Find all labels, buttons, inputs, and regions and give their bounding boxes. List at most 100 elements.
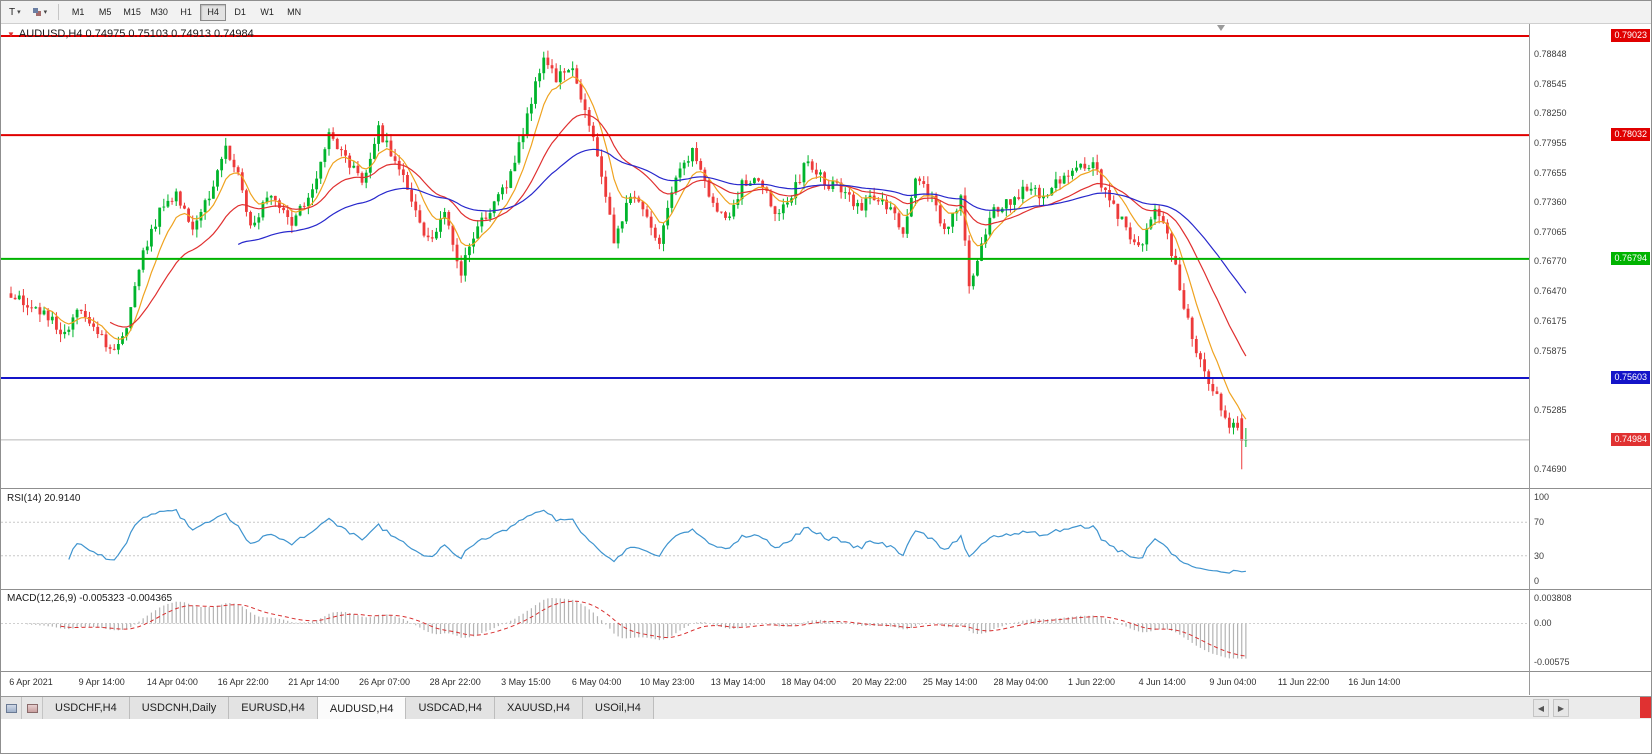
macd-scale-label: 0.003808 <box>1534 593 1572 603</box>
axis-separator <box>1 671 1651 672</box>
rsi-scale-label: 30 <box>1534 550 1545 561</box>
objects-icon <box>32 7 38 13</box>
price-scale-label: 0.75875 <box>1534 345 1567 356</box>
macd-signal-line <box>60 600 1246 657</box>
hline-price-badge: 0.75603 <box>1611 371 1650 384</box>
time-axis-label: 25 May 14:00 <box>922 677 978 687</box>
timeframe-d1-button[interactable]: D1 <box>227 4 253 21</box>
chart-shift-marker[interactable] <box>1217 25 1225 31</box>
price-scale-label: 0.78848 <box>1534 48 1567 59</box>
macd-label: MACD(12,26,9) -0.005323 -0.004365 <box>7 593 173 604</box>
price-scale-label: 0.75285 <box>1534 404 1567 415</box>
chart-templates-button[interactable]: T ▾ <box>4 3 26 21</box>
price-scale-label: 0.78545 <box>1534 78 1567 89</box>
tabs-scroll-right-button[interactable]: ▶ <box>1553 699 1569 717</box>
macd-scale-label: -0.00575 <box>1534 657 1570 667</box>
price-scale-label: 0.76175 <box>1534 315 1567 326</box>
time-axis-label: 6 May 04:00 <box>571 677 622 687</box>
time-axis-label: 21 Apr 14:00 <box>288 677 340 687</box>
caret-down-icon: ▾ <box>17 9 21 16</box>
hline-price-badge: 0.78032 <box>1611 128 1650 142</box>
panel-separator[interactable] <box>1 488 1651 489</box>
current-price-badge: 0.74984 <box>1611 432 1650 446</box>
horizontal-lines <box>1 35 1529 441</box>
tab-usdcnh-daily[interactable]: USDCNH,Daily <box>129 697 230 719</box>
price-scale-label: 0.76770 <box>1534 256 1567 267</box>
price-scale-label: 0.77655 <box>1534 167 1567 178</box>
time-axis-label: 16 Apr 22:00 <box>217 677 269 687</box>
timeframe-m15-button[interactable]: M15 <box>119 4 145 21</box>
price-down-icon: ▼ <box>7 29 15 39</box>
chart-title-text: AUDUSD,H4 0.74975 0.75103 0.74913 0.7498… <box>18 28 254 40</box>
hline-price-badge: 0.79023 <box>1611 29 1650 42</box>
price-scale-label: 0.77955 <box>1534 137 1567 148</box>
time-axis-label: 26 Apr 07:00 <box>358 677 411 687</box>
chart-objects-button[interactable]: ▾ <box>28 3 53 21</box>
tabs-scroll-left-button[interactable]: ◀ <box>1533 699 1549 717</box>
time-axis-label: 6 Apr 2021 <box>9 677 53 687</box>
macd-scale-label: 0.00 <box>1534 618 1552 629</box>
templates-label: T <box>9 6 16 18</box>
time-axis-label: 4 Jun 14:00 <box>1138 677 1186 687</box>
time-axis-label: 20 May 22:00 <box>852 677 907 687</box>
price-scale-label: 0.74690 <box>1534 464 1567 475</box>
timeframe-mn-button[interactable]: MN <box>281 4 307 21</box>
price-scale-label: 0.78250 <box>1534 108 1567 119</box>
toolbar-separator <box>58 4 60 20</box>
new-chart-button[interactable] <box>22 697 43 719</box>
rsi-scale-label: 70 <box>1534 517 1545 528</box>
window-icon <box>5 703 17 713</box>
top-toolbar: T ▾ ▾ M1 M5 M15 M30 H1 H4 D1 W1 MN <box>1 1 1651 24</box>
chart-tabs: USDCHF,H4 USDCNH,Daily EURUSD,H4 AUDUSD,H4 U… <box>43 697 654 719</box>
caret-down-icon: ▾ <box>43 9 48 16</box>
tab-audusd-h4[interactable]: AUDUSD,H4 <box>317 697 407 719</box>
timeframe-m5-button[interactable]: M5 <box>92 4 118 21</box>
panel-separator[interactable] <box>1 589 1651 590</box>
timeframe-m30-button[interactable]: M30 <box>146 4 172 21</box>
price-scale-label: 0.77065 <box>1534 226 1567 237</box>
tab-usoil-h4[interactable]: USOil,H4 <box>583 697 654 719</box>
time-axis-label: 3 May 15:00 <box>501 677 551 687</box>
tab-xauusd-h4[interactable]: XAUUSD,H4 <box>495 697 583 719</box>
macd-panel[interactable] <box>1 590 1529 670</box>
new-chart-icon <box>26 703 38 713</box>
time-axis-label: 18 May 04:00 <box>781 677 836 687</box>
macd-histogram <box>26 598 1247 659</box>
timeframe-m1-button[interactable]: M1 <box>65 4 91 21</box>
moving-average-24 <box>109 113 1247 357</box>
tab-eurusd-h4[interactable]: EURUSD,H4 <box>229 697 318 719</box>
chart-tab-bar: USDCHF,H4 USDCNH,Daily EURUSD,H4 AUDUSD,H4 U… <box>1 696 1651 719</box>
time-axis-label: 14 Apr 04:00 <box>146 677 198 687</box>
rsi-scale-label: 100 <box>1534 492 1550 502</box>
time-axis-label: 16 Jun 14:00 <box>1348 677 1401 687</box>
tab-bar-end-marker <box>1640 697 1651 718</box>
rsi-scale-label: 0 <box>1534 576 1540 586</box>
moving-average-8 <box>43 76 1247 420</box>
time-axis-label: 9 Apr 14:00 <box>78 677 125 687</box>
price-scale-border <box>1529 23 1530 695</box>
time-axis-label: 9 Jun 04:00 <box>1209 677 1257 687</box>
candlestick-chart[interactable] <box>1 23 1529 488</box>
price-scale-label: 0.76470 <box>1534 286 1567 297</box>
rsi-line <box>68 508 1246 574</box>
timeframe-w1-button[interactable]: W1 <box>254 4 280 21</box>
rsi-label: RSI(14) 20.9140 <box>7 493 81 504</box>
time-axis: 6 Apr 2021 9 Apr 14:00 14 Apr 04:00 16 Apr … <box>1 677 1529 693</box>
time-axis-label: 1 Jun 22:00 <box>1067 677 1116 687</box>
chart-title: ▼ AUDUSD,H4 0.74975 0.75103 0.74913 0.74… <box>7 28 254 40</box>
tab-nav: ◀ ▶ <box>1533 697 1569 719</box>
time-axis-label: 10 May 23:00 <box>640 677 695 687</box>
price-scale-label: 0.77360 <box>1534 197 1567 208</box>
tab-usdchf-h4[interactable]: USDCHF,H4 <box>43 697 130 719</box>
time-axis-label: 13 May 14:00 <box>710 677 766 687</box>
tab-usdcad-h4[interactable]: USDCAD,H4 <box>406 697 496 719</box>
tab-list-button[interactable] <box>1 697 22 719</box>
hline-price-badge: 0.76794 <box>1611 251 1650 265</box>
time-axis-label: 28 May 04:00 <box>993 677 1049 687</box>
rsi-panel[interactable] <box>1 490 1529 588</box>
time-axis-label: 11 Jun 22:00 <box>1277 677 1330 687</box>
time-axis-label: 28 Apr 22:00 <box>429 677 481 687</box>
timeframe-h1-button[interactable]: H1 <box>173 4 199 21</box>
timeframe-h4-button[interactable]: H4 <box>200 3 227 21</box>
